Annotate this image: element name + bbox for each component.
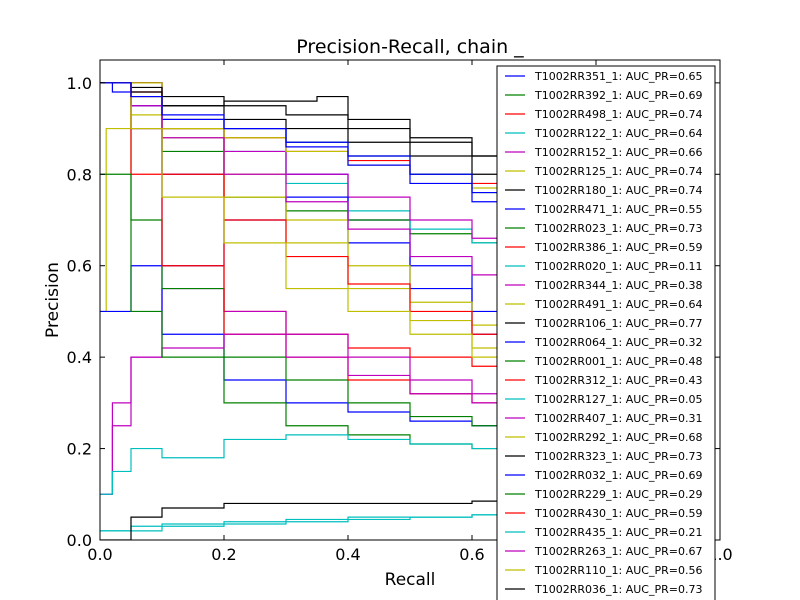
legend-label-22: T1002RR229_1: AUC_PR=0.29	[534, 488, 702, 501]
legend-label-6: T1002RR180_1: AUC_PR=0.74	[534, 184, 702, 197]
legend-label-23: T1002RR430_1: AUC_PR=0.59	[534, 507, 702, 520]
x-tick-label: 0.2	[211, 545, 236, 564]
legend-label-7: T1002RR471_1: AUC_PR=0.55	[534, 203, 702, 216]
x-axis-label: Recall	[385, 570, 436, 590]
legend-label-24: T1002RR435_1: AUC_PR=0.21	[534, 526, 702, 539]
y-tick-label: 0.4	[67, 348, 92, 367]
legend-label-9: T1002RR386_1: AUC_PR=0.59	[534, 241, 702, 254]
legend-label-13: T1002RR106_1: AUC_PR=0.77	[534, 317, 702, 330]
legend-label-17: T1002RR127_1: AUC_PR=0.05	[534, 393, 702, 406]
legend-label-16: T1002RR312_1: AUC_PR=0.43	[534, 374, 702, 387]
y-tick-label: 0.8	[67, 165, 92, 184]
legend-label-12: T1002RR491_1: AUC_PR=0.64	[534, 298, 702, 311]
legend-label-8: T1002RR023_1: AUC_PR=0.73	[534, 222, 702, 235]
y-axis-label: Precision	[43, 262, 63, 338]
x-tick-label: 0.6	[459, 545, 484, 564]
legend-label-14: T1002RR064_1: AUC_PR=0.32	[534, 336, 702, 349]
y-tick-label: 1.0	[67, 74, 92, 93]
legend-label-1: T1002RR392_1: AUC_PR=0.69	[534, 89, 702, 102]
pr-chart: Precision-Recall, chain _ Recall Precisi…	[0, 0, 800, 600]
legend-label-5: T1002RR125_1: AUC_PR=0.74	[534, 165, 702, 178]
legend-label-25: T1002RR263_1: AUC_PR=0.67	[534, 545, 702, 558]
legend-label-19: T1002RR292_1: AUC_PR=0.68	[534, 431, 702, 444]
legend-label-27: T1002RR036_1: AUC_PR=0.73	[534, 583, 702, 596]
legend-label-0: T1002RR351_1: AUC_PR=0.65	[534, 70, 702, 83]
legend: T1002RR351_1: AUC_PR=0.65 T1002RR392_1: A…	[497, 66, 715, 600]
legend-label-20: T1002RR323_1: AUC_PR=0.73	[534, 450, 702, 463]
y-tick-label: 0.0	[67, 531, 92, 550]
legend-label-26: T1002RR110_1: AUC_PR=0.56	[534, 564, 702, 577]
y-tick-label: 0.6	[67, 257, 92, 276]
chart-title: Precision-Recall, chain _	[296, 36, 524, 58]
legend-label-21: T1002RR032_1: AUC_PR=0.69	[534, 469, 702, 482]
x-tick-label: 0.4	[335, 545, 360, 564]
legend-label-2: T1002RR498_1: AUC_PR=0.74	[534, 108, 702, 121]
legend-label-15: T1002RR001_1: AUC_PR=0.48	[534, 355, 702, 368]
legend-label-18: T1002RR407_1: AUC_PR=0.31	[534, 412, 702, 425]
legend-label-10: T1002RR020_1: AUC_PR=0.11	[534, 260, 702, 273]
legend-label-11: T1002RR344_1: AUC_PR=0.38	[534, 279, 702, 292]
legend-label-3: T1002RR122_1: AUC_PR=0.64	[534, 127, 702, 140]
y-tick-label: 0.2	[67, 440, 92, 459]
legend-label-4: T1002RR152_1: AUC_PR=0.66	[534, 146, 702, 159]
